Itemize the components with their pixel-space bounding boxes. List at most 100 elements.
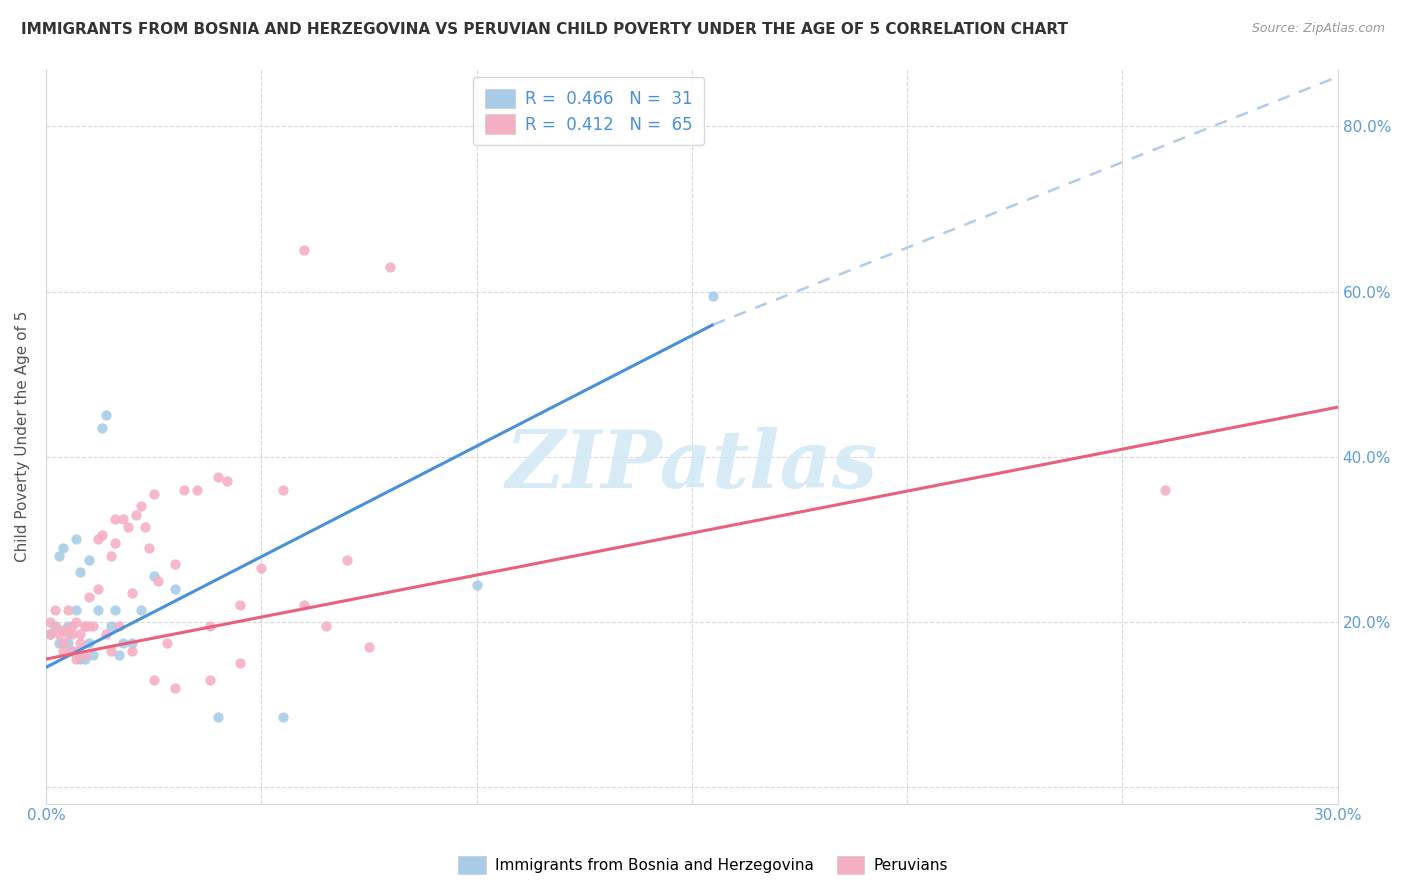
Point	[48, 635, 70, 649]
Point	[207, 710, 229, 724]
Y-axis label: Child Poverty Under the Age of 5: Child Poverty Under the Age of 5	[15, 310, 30, 562]
Point	[112, 511, 135, 525]
Point	[44, 602, 66, 616]
Point	[138, 541, 160, 555]
Point	[48, 549, 70, 563]
Point	[77, 553, 100, 567]
Point	[104, 602, 127, 616]
Point	[1154, 483, 1177, 497]
Point	[82, 648, 104, 662]
Point	[357, 640, 380, 654]
Point	[56, 619, 79, 633]
Point	[73, 619, 96, 633]
Point	[77, 590, 100, 604]
Point	[86, 533, 108, 547]
Point	[60, 644, 83, 658]
Point	[44, 619, 66, 633]
Point	[112, 635, 135, 649]
Legend: R =  0.466   N =  31, R =  0.412   N =  65: R = 0.466 N = 31, R = 0.412 N = 65	[472, 77, 704, 145]
Point	[702, 288, 724, 302]
Point	[198, 673, 221, 687]
Point	[48, 627, 70, 641]
Point	[86, 602, 108, 616]
Point	[77, 619, 100, 633]
Point	[271, 483, 294, 497]
Point	[52, 635, 75, 649]
Point	[56, 602, 79, 616]
Point	[165, 681, 187, 695]
Point	[142, 569, 165, 583]
Point	[65, 602, 87, 616]
Point	[69, 652, 91, 666]
Point	[96, 627, 118, 641]
Point	[100, 644, 122, 658]
Point	[129, 500, 152, 514]
Point	[165, 557, 187, 571]
Point	[39, 627, 62, 641]
Point	[52, 541, 75, 555]
Point	[121, 635, 143, 649]
Point	[155, 635, 177, 649]
Point	[56, 627, 79, 641]
Point	[142, 487, 165, 501]
Point	[65, 652, 87, 666]
Point	[44, 619, 66, 633]
Point	[100, 619, 122, 633]
Point	[129, 602, 152, 616]
Text: IMMIGRANTS FROM BOSNIA AND HERZEGOVINA VS PERUVIAN CHILD POVERTY UNDER THE AGE O: IMMIGRANTS FROM BOSNIA AND HERZEGOVINA V…	[21, 22, 1069, 37]
Point	[60, 627, 83, 641]
Point	[56, 635, 79, 649]
Point	[56, 623, 79, 637]
Text: ZIPatlas: ZIPatlas	[506, 426, 877, 504]
Point	[104, 511, 127, 525]
Point	[73, 652, 96, 666]
Point	[69, 566, 91, 580]
Text: Source: ZipAtlas.com: Source: ZipAtlas.com	[1251, 22, 1385, 36]
Point	[125, 508, 148, 522]
Point	[52, 623, 75, 637]
Point	[292, 244, 315, 258]
Point	[39, 627, 62, 641]
Point	[91, 528, 114, 542]
Point	[73, 648, 96, 662]
Point	[69, 627, 91, 641]
Legend: Immigrants from Bosnia and Herzegovina, Peruvians: Immigrants from Bosnia and Herzegovina, …	[453, 850, 953, 880]
Point	[228, 599, 250, 613]
Point	[96, 409, 118, 423]
Point	[198, 619, 221, 633]
Point	[65, 533, 87, 547]
Point	[315, 619, 337, 633]
Point	[173, 483, 195, 497]
Point	[86, 582, 108, 596]
Point	[77, 635, 100, 649]
Point	[73, 619, 96, 633]
Point	[134, 520, 156, 534]
Point	[215, 475, 238, 489]
Point	[271, 710, 294, 724]
Point	[100, 549, 122, 563]
Point	[82, 619, 104, 633]
Point	[65, 644, 87, 658]
Point	[108, 648, 131, 662]
Point	[91, 421, 114, 435]
Point	[292, 599, 315, 613]
Point	[250, 561, 273, 575]
Point	[39, 615, 62, 629]
Point	[142, 673, 165, 687]
Point	[165, 582, 187, 596]
Point	[65, 615, 87, 629]
Point	[52, 644, 75, 658]
Point	[228, 657, 250, 671]
Point	[146, 574, 169, 588]
Point	[207, 470, 229, 484]
Point	[465, 578, 488, 592]
Point	[108, 619, 131, 633]
Point	[121, 644, 143, 658]
Point	[121, 586, 143, 600]
Point	[380, 260, 402, 274]
Point	[60, 619, 83, 633]
Point	[104, 536, 127, 550]
Point	[186, 483, 208, 497]
Point	[117, 520, 139, 534]
Point	[336, 553, 359, 567]
